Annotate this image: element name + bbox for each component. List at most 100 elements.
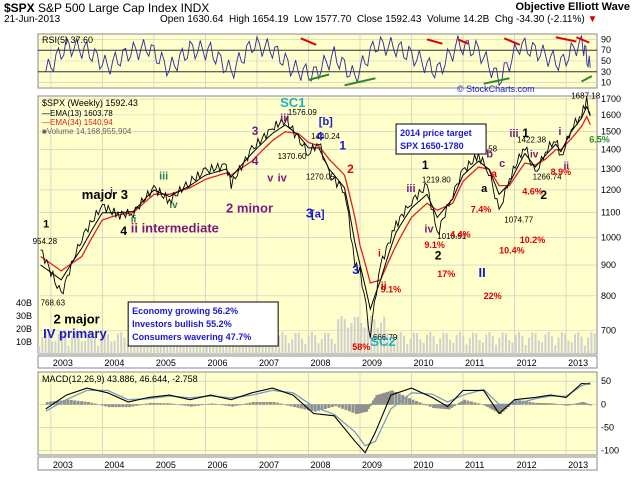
- x-tick-label-bottom: 2007: [259, 460, 279, 470]
- volume-bar: [41, 336, 44, 354]
- volume-bar: [57, 333, 60, 354]
- macd-hist-bar: [313, 404, 317, 412]
- macd-hist-bar: [548, 403, 552, 405]
- pct-label: 10.4%: [499, 246, 525, 256]
- macd-hist-bar: [97, 404, 101, 405]
- volume-bar: [353, 316, 356, 354]
- macd-hist-bar: [327, 404, 331, 409]
- ema13-line: [40, 105, 591, 312]
- macd-hist-bar: [275, 402, 279, 405]
- macd-hist-bar: [241, 404, 245, 405]
- macd-hist-bar: [553, 403, 557, 405]
- macd-hist-bar: [524, 401, 528, 405]
- macd-hist-bar: [571, 404, 575, 405]
- macd-hist-bar: [227, 404, 231, 407]
- volume-bar: [475, 333, 478, 354]
- price-value-label: 1440.24: [311, 132, 340, 141]
- macd-hist-bar: [231, 404, 235, 407]
- macd-hist-bar: [361, 404, 365, 413]
- macd-tick-label: -100: [601, 445, 619, 455]
- x-tick-label-bottom: 2013: [568, 460, 588, 470]
- macd-hist-bar: [358, 404, 362, 414]
- volume-bar: [373, 319, 376, 354]
- volume-bar: [324, 332, 327, 354]
- x-tick-label: 2012: [517, 358, 537, 368]
- volume-bar: [202, 340, 205, 354]
- volume-bar: [301, 338, 304, 354]
- volume-bar: [396, 335, 399, 354]
- volume-bar: [47, 333, 50, 354]
- price-tick-label: 900: [601, 260, 616, 270]
- macd-hist-bar: [360, 404, 364, 413]
- macd-hist-bar: [224, 404, 228, 406]
- macd-hist-bar: [445, 404, 449, 410]
- price-value-label: 1074.77: [504, 215, 533, 224]
- price-value-label: 1270.05: [306, 172, 335, 181]
- volume-bar: [557, 337, 560, 354]
- volume-bar: [107, 334, 110, 354]
- volume-bar: [320, 339, 323, 354]
- macd-hist-bar: [272, 401, 276, 405]
- pct-label: 4.6%: [522, 186, 543, 196]
- macd-hist-bar: [491, 404, 495, 410]
- macd-hist-bar: [251, 401, 255, 405]
- volume-bar: [120, 332, 123, 354]
- volume-bar: [458, 332, 461, 354]
- volume-bar: [314, 335, 317, 354]
- macd-hist-bar: [463, 399, 467, 405]
- high-value: 1654.19: [252, 14, 289, 25]
- macd-hist-bar: [411, 399, 415, 405]
- volume-bar: [261, 339, 264, 354]
- volume-bar: [93, 337, 96, 354]
- macd-hist-bar: [366, 404, 370, 410]
- macd-hist-bar: [578, 402, 582, 405]
- volume-bar: [518, 332, 521, 354]
- volume-bar: [84, 340, 87, 354]
- rsi-divergence-green: [344, 77, 376, 87]
- chg-value: -34.30 (-2.11%): [515, 14, 585, 25]
- macd-hist-bar: [380, 393, 384, 405]
- wave-label: II: [479, 265, 486, 280]
- macd-hist-bar: [296, 404, 300, 408]
- volume-bar: [51, 341, 54, 354]
- volume-bar: [294, 332, 297, 354]
- price-tick-label: 1200: [601, 185, 621, 195]
- rsi-divergence-red: [457, 38, 469, 45]
- volume-bar: [337, 319, 340, 354]
- x-tick-label-bottom: 2003: [53, 460, 73, 470]
- volume-bar: [54, 341, 57, 354]
- wave-label: 3: [252, 124, 259, 138]
- rsi-divergence-green: [308, 73, 330, 81]
- macd-hist-bar: [220, 404, 224, 406]
- macd-hist-bar: [347, 404, 351, 412]
- volume-bar: [567, 340, 570, 354]
- macd-hist-bar: [375, 395, 379, 405]
- macd-hist-bar: [330, 404, 334, 408]
- macd-hist-bar: [317, 404, 321, 411]
- target-line1: 2014 price target: [400, 128, 472, 138]
- wave-label: i: [110, 186, 113, 197]
- macd-hist-bar: [370, 403, 374, 405]
- x-tick-label-bottom: 2005: [156, 460, 176, 470]
- volume-bar: [439, 338, 442, 354]
- macd-hist-bar: [145, 403, 149, 405]
- macd-hist-bar: [404, 396, 408, 405]
- wave-label: iii: [509, 128, 518, 140]
- macd-hist-bar: [76, 400, 80, 405]
- price-value-label: 1266.74: [533, 172, 562, 181]
- macd-hist-bar: [165, 403, 169, 405]
- macd-hist-bar: [447, 404, 451, 410]
- volume-bar: [560, 332, 563, 354]
- volume-bar: [343, 319, 346, 354]
- macd-hist-bar: [573, 403, 577, 405]
- macd-hist-bar: [86, 401, 90, 405]
- macd-hist-bar: [310, 404, 314, 411]
- macd-hist-bar: [45, 401, 49, 405]
- ohlc-summary: Open 1630.64 High 1654.19 Low 1577.70 Cl…: [160, 14, 598, 25]
- volume-bar: [399, 332, 402, 354]
- x-tick-label: 2004: [104, 358, 124, 368]
- volume-bar: [80, 341, 83, 354]
- volume-bar: [44, 332, 47, 354]
- macd-hist-bar: [244, 403, 248, 405]
- ema13-legend: —EMA(13) 1603.78: [42, 109, 113, 118]
